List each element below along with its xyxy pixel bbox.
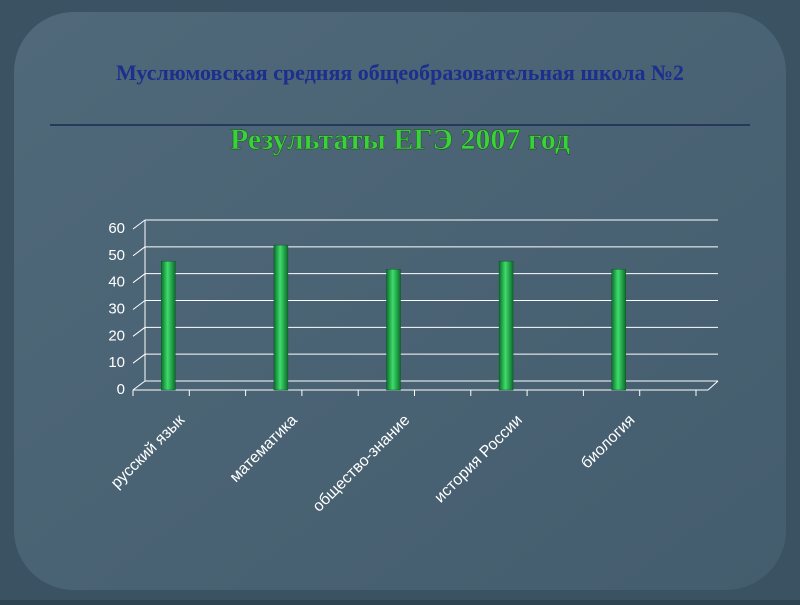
bar bbox=[161, 260, 176, 391]
bar bbox=[498, 260, 514, 391]
grid-line bbox=[132, 353, 146, 364]
y-tick-label: 60 bbox=[108, 220, 125, 237]
y-tick-label: 10 bbox=[108, 354, 125, 371]
y-tick-label: 30 bbox=[108, 300, 125, 317]
chart-subtitle: Результаты ЕГЭ 2007 год bbox=[230, 123, 570, 156]
grid-line bbox=[132, 246, 146, 257]
bar bbox=[273, 244, 289, 391]
y-tick-label: 40 bbox=[108, 274, 125, 291]
grid-line bbox=[132, 300, 146, 310]
bar bbox=[386, 269, 401, 391]
grid-line bbox=[132, 380, 146, 391]
grid-line bbox=[132, 326, 146, 337]
bar bbox=[611, 269, 626, 391]
x-axis bbox=[707, 380, 719, 391]
y-tick-label: 20 bbox=[108, 327, 125, 344]
y-tick-label: 50 bbox=[108, 247, 125, 264]
chart-title: Муслюмовская средняя общеобразовательная… bbox=[116, 60, 684, 85]
grid-line bbox=[132, 273, 146, 284]
grid-line bbox=[132, 219, 146, 230]
y-tick-label: 0 bbox=[117, 381, 125, 398]
